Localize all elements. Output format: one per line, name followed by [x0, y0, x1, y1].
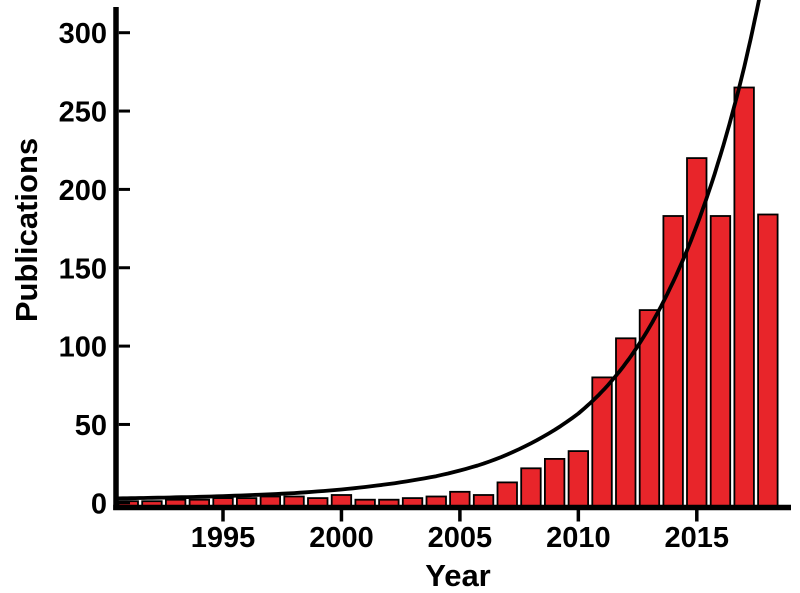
bar-2017 [733, 86, 755, 507]
exponential-fit-curve [116, 0, 761, 501]
bar-2004 [425, 495, 447, 507]
bar-2000 [330, 494, 353, 507]
bar-2005 [449, 490, 471, 507]
bar-2018 [757, 213, 779, 507]
y-tick-label-200: 200 [59, 175, 107, 207]
x-tick-label-2005: 2005 [428, 522, 493, 554]
bar-2014 [662, 215, 684, 507]
bar-1998 [283, 495, 305, 507]
bar-2007 [496, 481, 518, 507]
y-tick-label-250: 250 [59, 97, 107, 129]
y-tick-label-50: 50 [75, 410, 107, 442]
y-tick-label-300: 300 [59, 18, 107, 50]
bar-2010 [567, 450, 589, 507]
y-tick-label-0: 0 [91, 488, 107, 520]
y-tick-label-100: 100 [59, 332, 107, 364]
x-tick-label-2010: 2010 [546, 522, 611, 554]
x-tick-label-2000: 2000 [309, 522, 374, 554]
bar-2008 [520, 467, 542, 507]
x-tick-label-2015: 2015 [665, 522, 730, 554]
x-axis-title: Year [425, 558, 491, 593]
plot-area: 0 50 100 150 200 250 300 1995 2000 2005 2010 2015 [59, 0, 791, 554]
y-axis-title: Publications [9, 138, 44, 322]
x-tick-label-1995: 1995 [191, 522, 256, 554]
bar-2016 [709, 215, 732, 507]
bar-2006 [472, 494, 495, 507]
y-tick-label-150: 150 [59, 253, 107, 285]
bar-1997 [259, 495, 282, 507]
bar-2009 [544, 457, 566, 507]
